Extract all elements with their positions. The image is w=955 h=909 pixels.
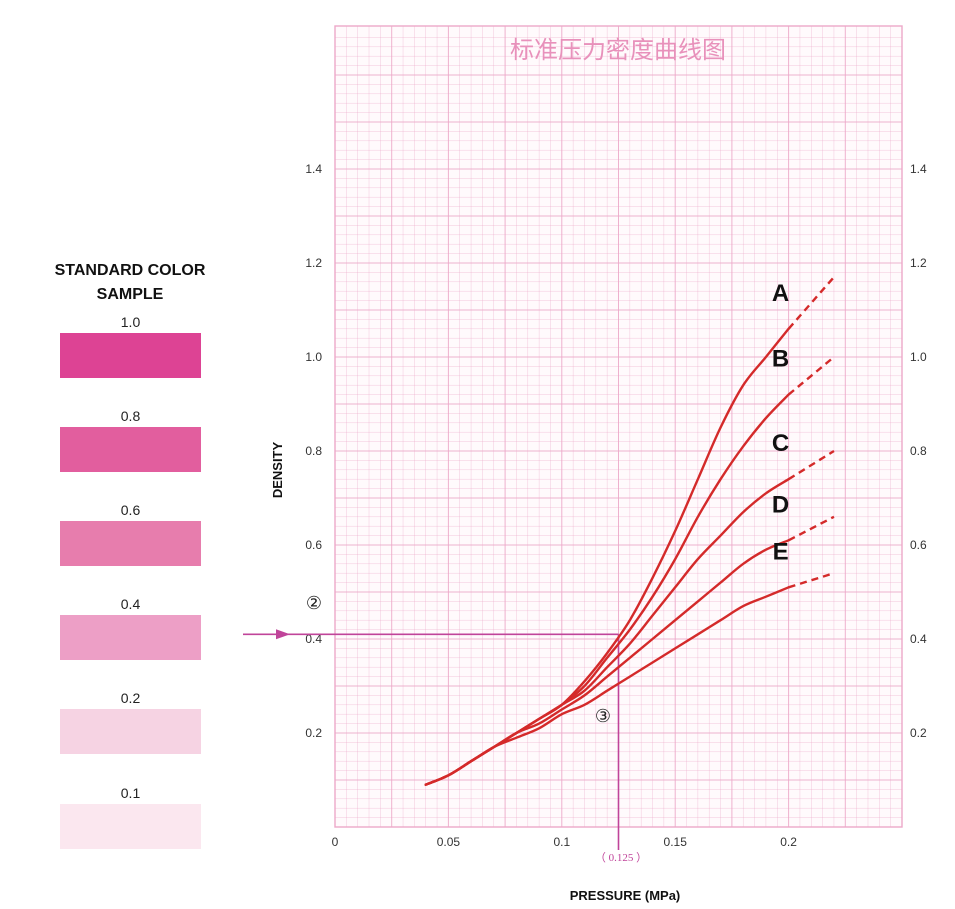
y-tick-label-right: 1.4	[910, 162, 927, 176]
swatch-label-0-6: 0.6	[120, 502, 141, 518]
chart-title: 标准压力密度曲线图	[510, 36, 726, 64]
y-tick-label-right: 1.2	[910, 256, 927, 270]
x-tick-label: 0.05	[437, 835, 461, 849]
marker-2: ②	[306, 593, 322, 614]
swatch-title-line1: STANDARD COLOR	[54, 262, 206, 279]
x-axis-title: PRESSURE (MPa)	[570, 888, 681, 903]
curve-label-B: B	[772, 346, 789, 373]
y-tick-label-right: 0.6	[910, 538, 927, 552]
curve-labels: A B C DE	[772, 280, 789, 566]
swatch-title-line2: SAMPLE	[96, 286, 164, 303]
axis-ticks: 0.2 0.2 0.4 0.4 0.6 0.6 0.8 0.8 1.0 1.0 1.2 1.2 1.4 1…	[305, 162, 927, 849]
y-axis-title: DENSITY	[270, 442, 285, 499]
swatch-0-6	[60, 521, 201, 566]
swatch-label-1-0: 1.0	[120, 314, 141, 330]
curve-label-E: E	[773, 538, 789, 565]
y-tick-label-left: 0.4	[305, 632, 322, 646]
swatch-0-1	[60, 804, 201, 849]
curve-E	[424, 586, 790, 786]
curve-D-extension	[788, 515, 835, 542]
swatch-label-0-2: 0.2	[120, 690, 141, 706]
standard-color-sample-panel: STANDARD COLOR SAMPLE 1.0 0.8 0.6 0.4 0.…	[0, 0, 260, 909]
swatch-0-2	[60, 709, 201, 754]
swatch-label-0-1: 0.1	[120, 785, 141, 801]
swatch-label-0-8: 0.8	[120, 408, 141, 424]
y-tick-label-left: 0.6	[305, 538, 322, 552]
y-tick-label-left: 0.2	[305, 726, 322, 740]
y-tick-label-right: 0.8	[910, 444, 927, 458]
swatch-0-4	[60, 615, 201, 660]
y-tick-label-left: 1.2	[305, 256, 322, 270]
y-tick-label-left: 1.4	[305, 162, 322, 176]
curve-B-extension	[787, 356, 835, 396]
x-tick-label: 0.2	[780, 835, 797, 849]
density-curves	[424, 276, 835, 786]
marker-3: ③	[595, 706, 611, 727]
y-tick-label-right: 0.2	[910, 726, 927, 740]
y-tick-label-right: 1.0	[910, 350, 927, 364]
y-tick-label-left: 0.8	[305, 444, 322, 458]
curve-label-D: D	[772, 491, 789, 518]
swatch-label-0-4: 0.4	[120, 596, 141, 612]
curve-C-extension	[787, 449, 835, 481]
x-tick-label: 0.1	[553, 835, 570, 849]
y-tick-label-left: 1.0	[305, 350, 322, 364]
x-tick-label: 0	[332, 835, 339, 849]
curve-label-A: A	[772, 280, 789, 307]
x-tick-label: 0.15	[664, 835, 688, 849]
reading-guides	[243, 629, 620, 850]
x-readout-label: （ 0.125 ）	[595, 851, 647, 864]
guide-arrowhead	[276, 629, 290, 640]
curve-E-extension	[788, 572, 835, 589]
swatch-1-0	[60, 333, 201, 378]
swatch-0-8	[60, 427, 201, 472]
y-tick-label-right: 0.4	[910, 632, 927, 646]
curve-label-C: C	[772, 430, 789, 457]
